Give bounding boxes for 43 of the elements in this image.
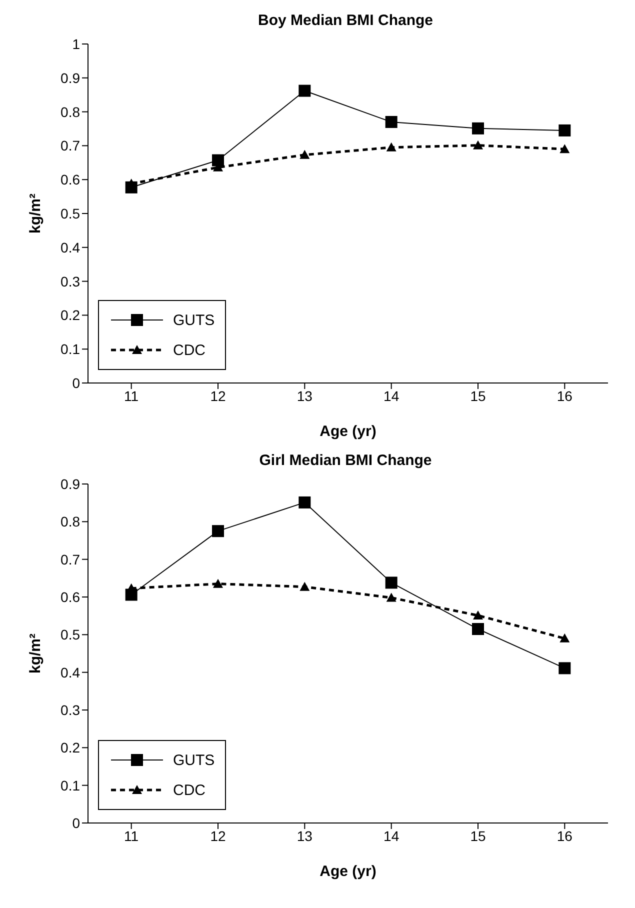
x-tick-label: 15 bbox=[470, 388, 486, 404]
y-tick-label: 0.9 bbox=[60, 476, 80, 492]
x-tick-label: 14 bbox=[384, 828, 400, 844]
y-axis-title: kg/m² bbox=[27, 633, 44, 674]
x-tick-label: 13 bbox=[296, 828, 313, 844]
chart-title: Girl Median BMI Change bbox=[258, 451, 433, 471]
y-tick-label: 0.7 bbox=[60, 551, 80, 568]
x-tick-label: 12 bbox=[210, 388, 226, 404]
y-tick-label: 0 bbox=[72, 374, 80, 391]
legend-label: CDC bbox=[173, 782, 206, 798]
x-tick-label: 11 bbox=[124, 828, 139, 844]
x-tick-label: 13 bbox=[296, 388, 313, 404]
x-tick-label: 16 bbox=[556, 828, 573, 844]
y-tick-label: 0.7 bbox=[60, 138, 80, 154]
y-tick-label: 0.2 bbox=[60, 307, 80, 324]
y-tick-label: 0.9 bbox=[60, 70, 80, 86]
legend-label: GUTS bbox=[173, 312, 215, 328]
y-tick-label: 0.3 bbox=[60, 702, 80, 718]
y-tick-label: 0.3 bbox=[60, 273, 80, 290]
y-tick-label: 0.5 bbox=[60, 626, 80, 643]
y-tick-label: 0.8 bbox=[60, 104, 80, 120]
x-axis-title: Age (yr) bbox=[320, 423, 376, 440]
x-tick-label: 12 bbox=[210, 828, 226, 844]
x-tick-label: 15 bbox=[470, 828, 486, 844]
y-tick-label: 0.4 bbox=[60, 664, 80, 680]
x-tick-label: 16 bbox=[556, 388, 573, 404]
legend-label: GUTS bbox=[173, 752, 215, 768]
y-tick-label: 0.1 bbox=[60, 341, 80, 358]
x-axis-title: Age (yr) bbox=[320, 863, 376, 880]
y-tick-label: 0.1 bbox=[60, 777, 80, 794]
y-tick-label: 1 bbox=[72, 36, 80, 52]
y-tick-label: 0.4 bbox=[60, 239, 80, 256]
y-tick-label: 0.6 bbox=[60, 172, 80, 188]
chart-title: Boy Median BMI Change bbox=[256, 11, 434, 31]
y-tick-label: 0.8 bbox=[60, 514, 80, 530]
x-tick-label: 11 bbox=[124, 388, 139, 404]
y-tick-label: 0.2 bbox=[60, 740, 80, 756]
legend-label: CDC bbox=[173, 342, 206, 358]
y-tick-label: 0 bbox=[72, 814, 80, 831]
y-tick-label: 0.6 bbox=[60, 588, 80, 605]
y-tick-label: 0.5 bbox=[60, 205, 80, 222]
y-axis-title: kg/m² bbox=[27, 193, 44, 234]
x-tick-label: 14 bbox=[384, 388, 400, 404]
